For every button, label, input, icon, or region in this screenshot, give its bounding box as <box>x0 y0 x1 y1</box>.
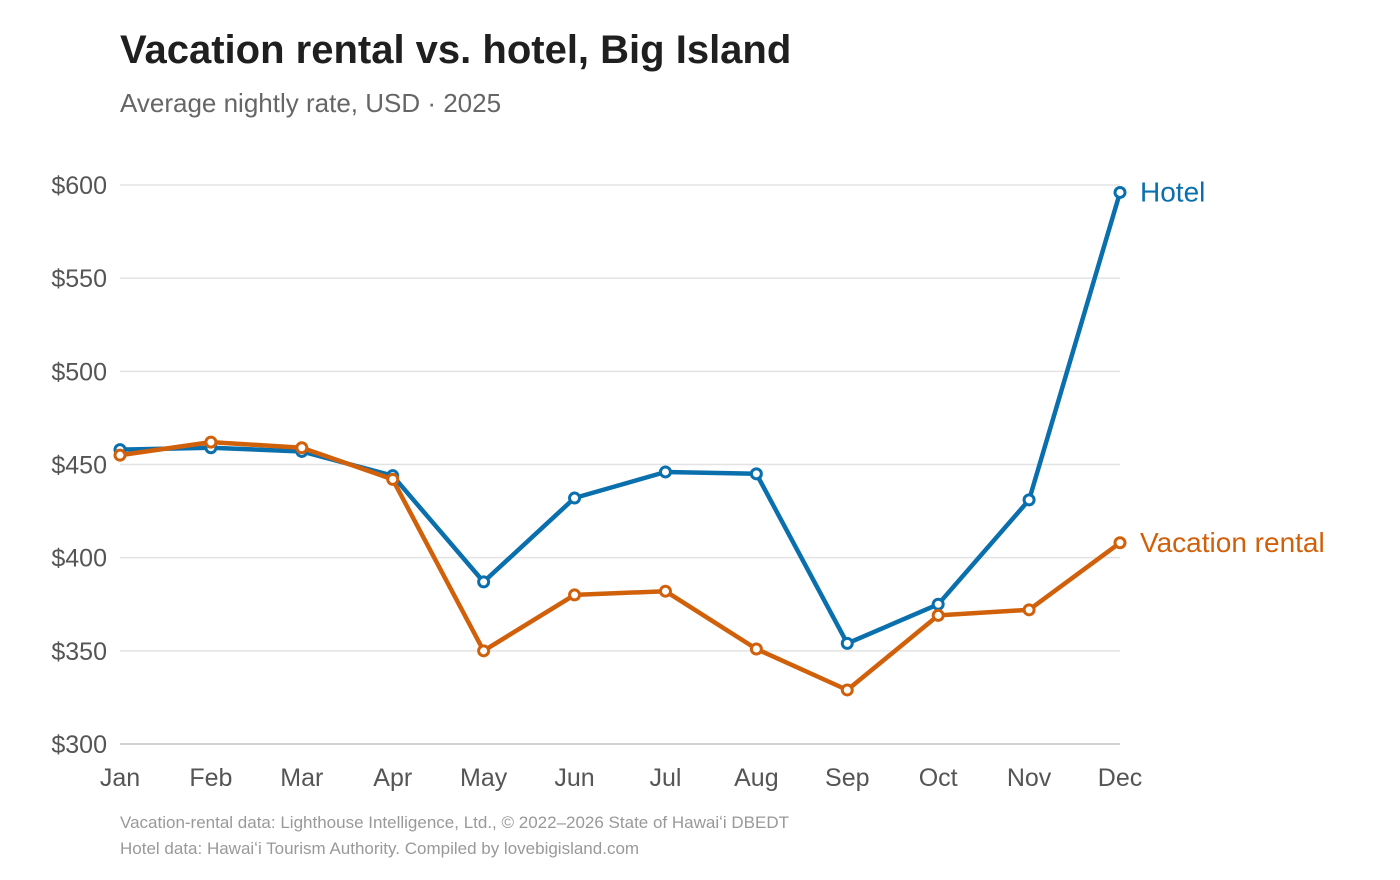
x-tick-label: Jun <box>554 764 594 792</box>
x-tick-label: Jul <box>649 764 681 792</box>
series-hotel <box>113 185 1127 650</box>
series-vacation-rental <box>113 435 1127 697</box>
data-point-hotel <box>1113 185 1127 199</box>
data-point-hotel <box>1022 493 1036 507</box>
x-tick-label: Sep <box>825 764 869 792</box>
series-label-hotel: Hotel <box>1140 176 1205 207</box>
data-point-vacation-rental <box>749 642 763 656</box>
y-tick-label: $550 <box>51 265 107 293</box>
x-tick-label: May <box>460 764 508 792</box>
series-labels: Hotel Vacation rental <box>1140 176 1325 557</box>
data-point-vacation-rental <box>204 435 218 449</box>
chart-title: Vacation rental vs. hotel, Big Island <box>120 28 792 72</box>
data-point-vacation-rental <box>568 588 582 602</box>
data-point-hotel <box>840 636 854 650</box>
data-point-hotel <box>477 575 491 589</box>
x-tick-label: Dec <box>1098 764 1142 792</box>
data-point-vacation-rental <box>840 683 854 697</box>
x-tick-label: Mar <box>280 764 323 792</box>
data-point-vacation-rental <box>113 448 127 462</box>
y-tick-label: $450 <box>51 452 107 480</box>
y-tick-label: $300 <box>51 731 107 759</box>
data-point-vacation-rental <box>477 644 491 658</box>
data-point-vacation-rental <box>931 608 945 622</box>
data-point-vacation-rental <box>295 441 309 455</box>
x-tick-label: Oct <box>919 764 958 792</box>
x-tick-label: Jan <box>100 764 140 792</box>
series-line-hotel <box>117 190 1123 646</box>
y-tick-label: $350 <box>51 638 107 666</box>
source-note-hotel: Hotel data: Hawaiʻi Tourism Authority. C… <box>120 839 640 858</box>
series-line-vacation-rental <box>117 439 1123 693</box>
data-point-vacation-rental <box>386 472 400 486</box>
source-note-vacation-rental: Vacation-rental data: Lighthouse Intelli… <box>120 813 790 832</box>
data-point-vacation-rental <box>658 584 672 598</box>
x-tick-label: Apr <box>373 764 412 792</box>
series-lines <box>113 185 1127 697</box>
x-tick-label: Feb <box>189 764 232 792</box>
data-point-hotel <box>749 467 763 481</box>
data-point-hotel <box>658 465 672 479</box>
x-axis-ticks: Jan Feb Mar Apr May Jun Jul Aug Sep Oct Nov Dec <box>100 764 1142 792</box>
series-label-vacation-rental: Vacation rental <box>1140 527 1325 558</box>
chart-subtitle: Average nightly rate, USD · 2025 <box>120 88 502 118</box>
y-axis-ticks: $300 $350 $400 $450 $500 $550 $600 <box>51 172 107 759</box>
x-tick-label: Nov <box>1007 764 1052 792</box>
data-point-vacation-rental <box>1113 536 1127 550</box>
x-tick-label: Aug <box>734 764 778 792</box>
data-point-hotel <box>931 597 945 611</box>
gridlines <box>120 184 1120 745</box>
y-tick-label: $600 <box>51 172 107 200</box>
data-point-vacation-rental <box>1022 603 1036 617</box>
y-tick-label: $500 <box>51 358 107 386</box>
y-tick-label: $400 <box>51 545 107 573</box>
data-point-hotel <box>568 491 582 505</box>
